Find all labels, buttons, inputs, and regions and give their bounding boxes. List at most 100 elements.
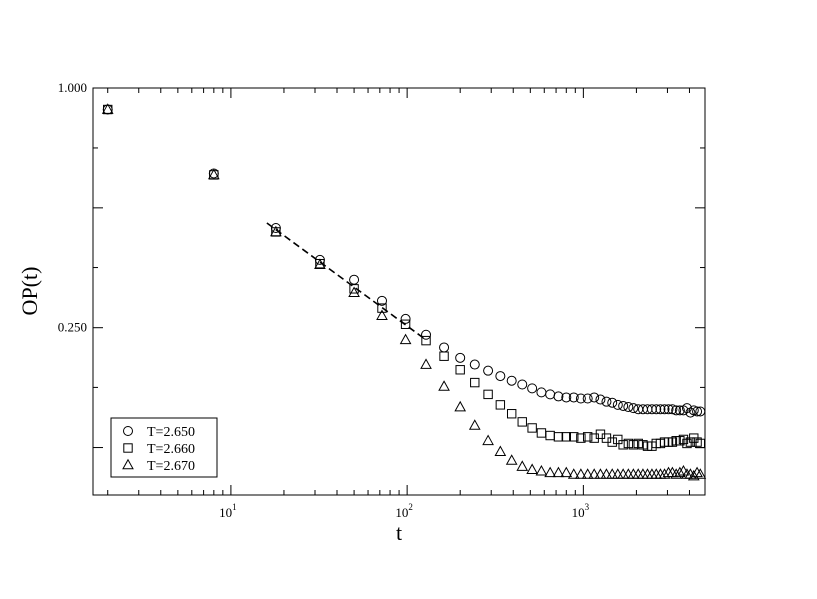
data-point <box>628 403 639 414</box>
data-point <box>674 466 686 478</box>
data-point <box>671 405 682 416</box>
data-point <box>589 392 600 403</box>
data-point <box>684 468 697 479</box>
data-point <box>439 342 450 353</box>
data-point <box>651 404 662 415</box>
legend-marker-square <box>123 443 133 453</box>
data-point <box>655 404 666 415</box>
data-point <box>667 404 678 415</box>
data-point <box>561 432 571 442</box>
data-point <box>545 430 555 441</box>
legend-label: T=2.670 <box>147 459 195 474</box>
data-point <box>607 437 617 447</box>
data-point <box>438 380 450 391</box>
data-point <box>455 365 465 375</box>
data-point <box>568 392 579 403</box>
x-tick-label: 101 <box>219 502 237 520</box>
series-triangle <box>101 103 707 481</box>
data-point <box>582 393 593 404</box>
data-point <box>622 468 635 479</box>
data-point <box>581 468 594 479</box>
data-point <box>517 417 527 427</box>
series-square <box>103 104 705 451</box>
data-point <box>692 437 702 447</box>
data-point <box>659 404 670 415</box>
data-point <box>695 438 705 449</box>
data-point <box>694 468 707 479</box>
data-point <box>618 400 629 411</box>
data-point <box>612 399 623 410</box>
data-point <box>495 371 506 382</box>
data-point <box>576 433 586 443</box>
data-point <box>623 438 634 449</box>
data-point <box>623 402 634 413</box>
x-axis-label: t <box>396 520 402 545</box>
data-point <box>400 319 411 329</box>
data-point <box>535 465 548 476</box>
data-point <box>483 365 494 376</box>
data-point <box>377 303 387 313</box>
data-point <box>691 466 703 478</box>
data-point <box>588 468 601 479</box>
data-point <box>470 377 480 388</box>
data-point <box>421 335 431 346</box>
data-point <box>494 445 507 457</box>
data-point <box>468 419 481 430</box>
data-point <box>658 468 671 479</box>
data-point <box>420 358 432 369</box>
legend-label: T=2.650 <box>147 425 195 440</box>
data-point <box>561 392 572 403</box>
data-point <box>678 405 689 416</box>
data-point <box>376 309 388 320</box>
data-point <box>348 286 360 298</box>
data-point <box>439 351 449 361</box>
data-point <box>600 468 613 479</box>
data-point <box>506 409 517 419</box>
data-point <box>314 258 326 269</box>
data-point <box>601 396 612 407</box>
data-point <box>569 432 579 442</box>
data-point <box>682 438 692 449</box>
series-circle <box>102 104 706 418</box>
data-point <box>552 466 565 478</box>
data-point <box>575 468 587 479</box>
data-point <box>594 468 607 479</box>
data-point <box>349 284 359 294</box>
data-point <box>567 468 580 479</box>
data-point <box>695 406 706 417</box>
data-point <box>663 404 674 415</box>
legend-marker-triangle <box>122 458 134 470</box>
data-point <box>400 313 411 324</box>
y-axis-label: OP(t) <box>17 267 42 316</box>
data-point <box>516 460 529 471</box>
x-tick-label: 102 <box>395 502 413 520</box>
legend: T=2.650 T=2.660 T=2.670 <box>110 417 218 478</box>
data-point <box>617 468 630 479</box>
data-point <box>495 400 506 410</box>
data-point <box>560 466 573 478</box>
data-point <box>349 274 360 285</box>
y-tick-label: 0.250 <box>58 320 87 335</box>
data-point <box>582 432 593 442</box>
data-point <box>685 407 696 418</box>
data-point <box>544 466 557 478</box>
data-point <box>469 359 480 370</box>
x-tick-label: 103 <box>572 502 590 520</box>
data-point <box>207 168 220 180</box>
data-point <box>421 329 432 340</box>
data-point <box>376 295 387 306</box>
data-point <box>101 103 114 114</box>
data-point <box>483 389 493 400</box>
data-point <box>526 463 538 474</box>
data-point <box>687 469 700 481</box>
data-point <box>527 383 538 394</box>
data-point <box>618 440 628 450</box>
series-layer <box>101 103 707 481</box>
data-point <box>527 423 537 433</box>
data-point <box>455 352 466 363</box>
data-point <box>607 397 618 408</box>
data-point <box>506 375 517 386</box>
data-point <box>517 379 528 390</box>
data-point <box>575 393 586 404</box>
data-point <box>399 333 412 345</box>
